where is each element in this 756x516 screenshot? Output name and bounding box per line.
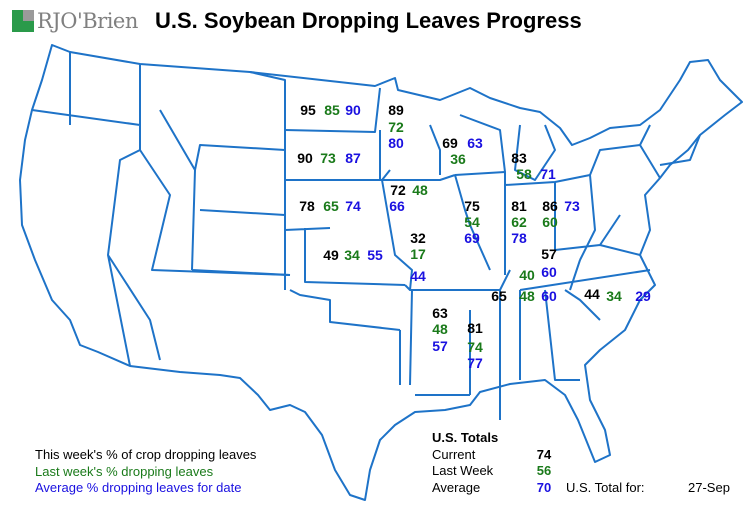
state-last-week-value: 73	[320, 150, 336, 166]
date-label: U.S. Total for:	[566, 480, 645, 495]
page-title: U.S. Soybean Dropping Leaves Progress	[155, 8, 582, 33]
state-last-week-value: 34	[344, 247, 360, 263]
state-average-value: 29	[635, 288, 651, 304]
state-current-value: 57	[541, 246, 557, 262]
state-last-week-value: 48	[519, 288, 535, 304]
state-last-week-value: 40	[519, 267, 535, 283]
state-average-value: 80	[388, 135, 404, 151]
state-last-week-value: 60	[542, 214, 558, 230]
state-last-week-value: 72	[388, 119, 404, 135]
state-average-value: 44	[410, 268, 426, 284]
state-average-value: 74	[345, 198, 361, 214]
average-label: Average	[432, 479, 481, 495]
us-totals: U.S. Totals Current 74 Last Week 56 Averag…	[432, 430, 556, 496]
current-label: Current	[432, 446, 476, 462]
state-current-value: 44	[584, 286, 600, 302]
rjobrien-logo: RJO'Brien	[12, 9, 138, 33]
state-current-value: 95	[300, 102, 316, 118]
date-value: 27-Sep	[688, 480, 730, 495]
state-last-week-value: 36	[450, 151, 466, 167]
state-current-value: 86	[542, 198, 558, 214]
last-week-label: Last Week	[432, 463, 494, 478]
state-last-week-value: 85	[324, 102, 340, 118]
legend-current: This week's % of crop dropping leaves	[35, 447, 257, 462]
state-current-value: 32	[410, 230, 426, 246]
us-outline	[19, 44, 743, 501]
state-average-value: 69	[464, 230, 480, 246]
state-average-value: 63	[467, 135, 483, 151]
current-value: 74	[536, 446, 552, 462]
state-average-value: 60	[541, 288, 557, 304]
logo-text: RJO'Brien	[37, 9, 138, 33]
state-current-value: 65	[491, 288, 507, 304]
state-current-value: 81	[511, 198, 527, 214]
state-current-value: 81	[467, 320, 483, 336]
state-borders	[31, 52, 701, 420]
state-average-value: 90	[345, 102, 361, 118]
state-last-week-value: 74	[467, 339, 483, 355]
legend-last-week: Last week's % dropping leaves	[35, 463, 214, 479]
legend-average: Average % dropping leaves for date	[35, 480, 242, 495]
state-last-week-value: 54	[464, 214, 480, 230]
state-current-value: 63	[432, 305, 448, 321]
state-current-value: 75	[464, 198, 480, 214]
state-current-value: 78	[299, 198, 315, 214]
state-current-value: 49	[323, 247, 339, 263]
totals-heading: U.S. Totals	[432, 430, 499, 445]
state-current-value: 69	[442, 135, 458, 151]
state-last-week-value: 65	[323, 198, 339, 214]
state-average-value: 73	[564, 198, 580, 214]
state-current-value: 89	[388, 102, 404, 118]
last-week-value: 56	[536, 463, 552, 478]
state-average-value: 55	[367, 247, 383, 263]
state-current-value: 90	[297, 150, 313, 166]
state-last-week-value: 62	[511, 214, 527, 230]
average-value: 70	[536, 479, 552, 495]
state-average-value: 78	[511, 230, 527, 246]
state-average-value: 66	[389, 198, 405, 214]
legend: This week's % of crop dropping leaves La…	[35, 447, 256, 497]
state-last-week-value: 34	[606, 288, 622, 304]
state-average-value: 57	[432, 338, 448, 354]
state-last-week-value: 48	[412, 182, 428, 198]
state-last-week-value: 48	[432, 321, 448, 337]
state-average-value: 60	[541, 264, 557, 280]
state-current-value: 72	[390, 182, 406, 198]
state-average-value: 71	[540, 166, 556, 182]
state-average-value: 77	[467, 355, 483, 371]
state-current-value: 83	[511, 150, 527, 166]
state-last-week-value: 58	[516, 166, 532, 182]
state-average-value: 87	[345, 150, 361, 166]
state-last-week-value: 17	[410, 246, 426, 262]
logo-mark-icon	[12, 10, 34, 32]
